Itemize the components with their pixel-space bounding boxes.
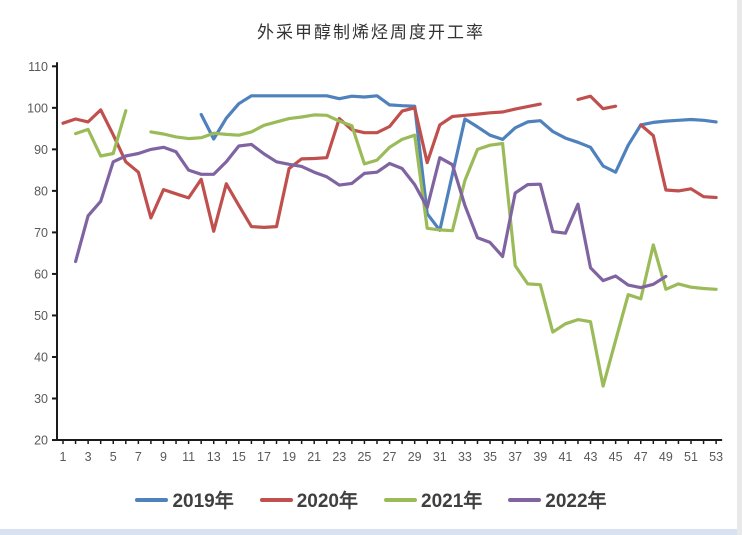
x-tick-label: 15 <box>232 450 246 464</box>
y-tick-label: 60 <box>34 267 48 281</box>
x-tick-label: 53 <box>709 450 723 464</box>
x-tick-label: 39 <box>533 450 547 464</box>
x-tick-label: 49 <box>659 450 673 464</box>
y-tick-label: 90 <box>34 143 48 157</box>
series-line-2019 <box>199 94 718 232</box>
y-tick-label: 110 <box>28 60 48 74</box>
x-tick-label: 19 <box>282 450 296 464</box>
window-right-strip <box>737 0 742 535</box>
legend-label: 2020年 <box>296 491 358 512</box>
legend-swatch <box>508 497 542 502</box>
x-tick-label: 5 <box>110 450 117 464</box>
legend-label: 2019年 <box>172 491 234 512</box>
x-tick-label: 23 <box>332 450 346 464</box>
series-line-2020 <box>61 94 718 233</box>
legend: 2019年 2020年 2021年 2022年 <box>0 486 742 513</box>
y-tick-label: 40 <box>34 350 48 364</box>
x-tick-label: 27 <box>383 450 397 464</box>
y-tick-label: 80 <box>34 184 48 198</box>
legend-item-2022: 2022年 <box>508 486 607 513</box>
y-tick-label: 30 <box>34 392 48 406</box>
x-tick-label: 29 <box>408 450 422 464</box>
x-tick-label: 7 <box>135 450 142 464</box>
x-tick-label: 17 <box>257 450 271 464</box>
x-tick-label: 43 <box>584 450 598 464</box>
legend-item-2019: 2019年 <box>135 486 234 513</box>
y-tick-label: 70 <box>34 226 48 240</box>
legend-label: 2021年 <box>421 491 483 512</box>
x-tick-label: 3 <box>85 450 92 464</box>
x-tick-label: 45 <box>609 450 623 464</box>
series-line-2021 <box>74 109 718 388</box>
series-line-2022 <box>74 142 668 290</box>
y-tick-label: 50 <box>34 309 48 323</box>
legend-swatch <box>135 497 169 502</box>
x-tick-label: 33 <box>458 450 472 464</box>
y-tick-label: 100 <box>27 101 48 115</box>
x-tick-label: 25 <box>357 450 371 464</box>
legend-label: 2022年 <box>545 491 607 512</box>
x-tick-label: 11 <box>182 450 195 464</box>
legend-swatch <box>259 497 293 502</box>
legend-item-2020: 2020年 <box>259 486 358 513</box>
x-tick-label: 47 <box>634 450 648 464</box>
y-tick-label: 20 <box>34 434 48 448</box>
x-tick-label: 21 <box>307 450 321 464</box>
x-tick-label: 41 <box>558 450 572 464</box>
x-tick-label: 51 <box>684 450 698 464</box>
legend-swatch <box>384 497 417 502</box>
window-bottom-strip <box>0 529 742 535</box>
x-tick-label: 1 <box>60 450 67 464</box>
x-tick-label: 31 <box>433 450 447 464</box>
legend-item-2021: 2021年 <box>384 486 482 513</box>
x-tick-label: 35 <box>483 450 497 464</box>
x-tick-label: 9 <box>160 450 167 464</box>
chart-title: 外采甲醇制烯烃周度开工率 <box>257 23 485 43</box>
x-tick-label: 13 <box>207 450 221 464</box>
x-tick-label: 37 <box>508 450 522 464</box>
